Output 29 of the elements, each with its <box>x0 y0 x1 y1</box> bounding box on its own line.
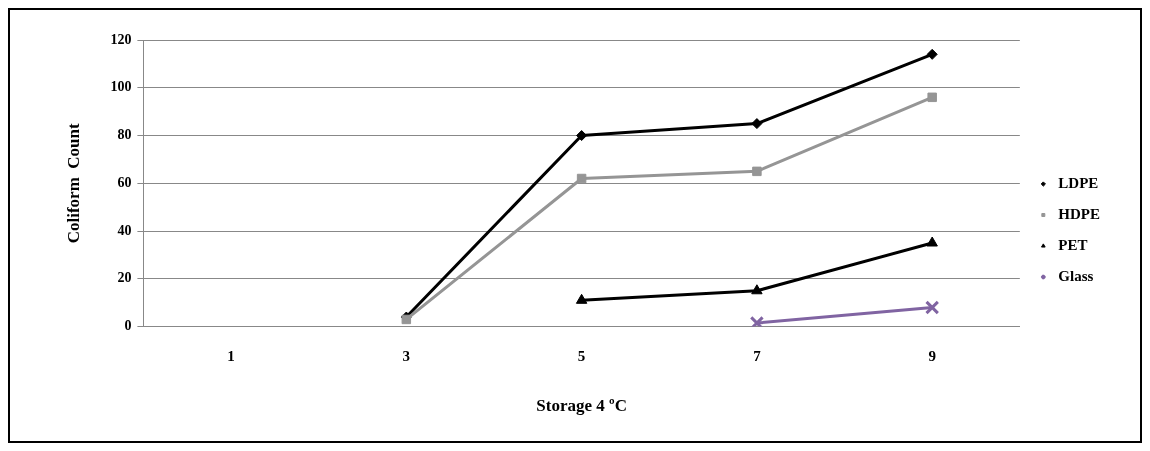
legend-label: LDPE <box>1058 174 1099 191</box>
x-axis-title: Storage 4 ºC <box>536 396 627 416</box>
y-tick-label: 20 <box>117 270 132 286</box>
legend-label: HDPE <box>1058 205 1100 222</box>
y-axis-title: Coliform Count <box>63 123 83 244</box>
y-tick-label: 80 <box>117 127 132 143</box>
point <box>926 48 938 60</box>
point <box>575 293 588 304</box>
point <box>576 173 587 184</box>
y-tick-label: 100 <box>110 79 132 95</box>
point <box>752 166 762 177</box>
y-tick-label: 120 <box>110 31 132 47</box>
x-tick-label: 3 <box>402 348 411 365</box>
x-tick-label: 1 <box>227 348 235 365</box>
y-tick-label: 60 <box>117 174 132 190</box>
legend-label: PET <box>1058 236 1088 253</box>
point <box>925 300 940 315</box>
x-tick-label: 9 <box>928 348 936 365</box>
point <box>576 130 588 142</box>
legend-label: Glass <box>1058 267 1094 284</box>
y-tick-label: 0 <box>124 318 132 334</box>
point <box>751 118 763 130</box>
x-tick-label: 7 <box>753 348 762 365</box>
point <box>749 315 765 327</box>
point <box>927 92 937 103</box>
point <box>926 236 938 247</box>
x-tick-label: 5 <box>577 348 586 365</box>
y-tick-label: 40 <box>117 222 132 238</box>
point <box>751 284 763 295</box>
